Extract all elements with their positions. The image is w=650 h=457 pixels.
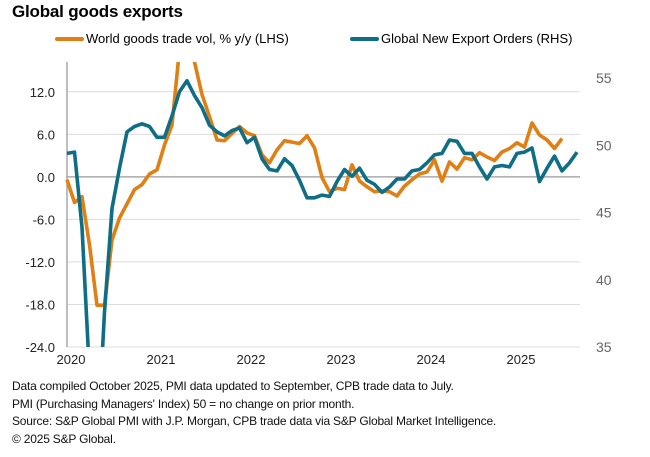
left-tick-label: -18.0 — [25, 297, 55, 312]
x-tick-label: 2022 — [237, 352, 266, 367]
left-axis-ticks: 12.0 6.0 0.0 -6.0 -12.0 -18.0 -24.0 — [25, 85, 55, 355]
legend-swatch-orange — [55, 36, 84, 41]
chart-plot: 12.0 6.0 0.0 -6.0 -12.0 -18.0 -24.0 55 50 45 40 35… — [25, 62, 612, 367]
right-tick-label: 40 — [596, 272, 612, 288]
left-tick-label: 0.0 — [37, 170, 55, 185]
right-tick-label: 45 — [596, 205, 612, 221]
footnote-copyright: © 2025 S&P Global. — [12, 431, 116, 446]
x-tick-label: 2020 — [57, 352, 86, 367]
legend-swatch-teal — [350, 36, 379, 41]
x-axis-ticks: 2020 2021 2022 2023 2024 2025 — [57, 352, 536, 367]
right-axis-ticks: 55 50 45 40 35 — [596, 70, 612, 355]
x-tick-label: 2025 — [507, 352, 536, 367]
left-tick-label: -12.0 — [25, 255, 55, 270]
footnote-data-compiled: Data compiled October 2025, PMI data upd… — [12, 379, 454, 393]
right-tick-label: 55 — [596, 70, 612, 86]
legend-item-export-orders: Global New Export Orders (RHS) — [350, 31, 572, 46]
left-tick-label: -6.0 — [33, 212, 55, 227]
footnote-pmi-definition: PMI (Purchasing Managers' Index) 50 = no… — [12, 396, 355, 411]
footnotes: Data compiled October 2025, PMI data upd… — [12, 378, 496, 448]
x-tick-label: 2023 — [327, 352, 356, 367]
series-line-export-orders — [66, 79, 579, 347]
right-tick-label: 50 — [596, 137, 612, 153]
legend-item-world-trade: World goods trade vol, % y/y (LHS) — [55, 31, 289, 46]
legend: World goods trade vol, % y/y (LHS) Globa… — [0, 31, 650, 49]
left-tick-label: 12.0 — [30, 85, 55, 100]
right-tick-label: 35 — [596, 339, 612, 355]
legend-label-export-orders: Global New Export Orders (RHS) — [381, 31, 573, 46]
left-tick-label: 6.0 — [37, 127, 55, 142]
legend-label-world-trade: World goods trade vol, % y/y (LHS) — [86, 31, 289, 46]
x-tick-label: 2024 — [417, 352, 446, 367]
chart-title: Global goods exports — [12, 2, 183, 21]
footnote-source: Source: S&P Global PMI with J.P. Morgan,… — [12, 414, 497, 428]
x-tick-label: 2021 — [147, 352, 176, 367]
series-line-world-trade — [65, 62, 564, 308]
series-lines — [65, 62, 579, 347]
left-tick-label: -24.0 — [25, 340, 55, 355]
gridlines — [66, 62, 580, 348]
